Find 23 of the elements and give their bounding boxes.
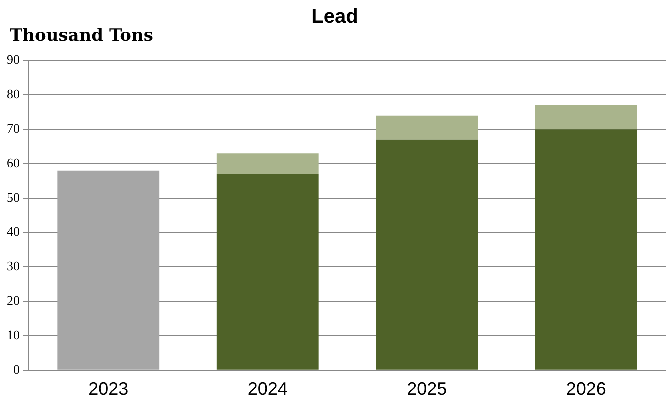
- y-tick-label: 10: [7, 327, 20, 342]
- y-tick-label: 70: [7, 121, 20, 136]
- x-tick-label: 2023: [88, 379, 129, 400]
- y-tick-label: 80: [7, 86, 20, 102]
- bar: [376, 140, 478, 370]
- bar: [216, 154, 319, 174]
- bar: [535, 130, 638, 370]
- bar: [535, 106, 638, 130]
- y-axis-title: Thousand Tons: [10, 26, 154, 46]
- y-tick-label: 90: [7, 52, 20, 68]
- y-tick-label: 60: [7, 155, 20, 170]
- bar: [216, 174, 319, 370]
- bar: [58, 170, 160, 370]
- bar: [376, 116, 478, 140]
- y-tick-label: 0: [14, 362, 20, 377]
- y-tick-label: 20: [7, 293, 20, 308]
- x-tick-label: 2025: [407, 379, 448, 400]
- y-tick-label: 30: [7, 258, 20, 274]
- y-tick-label: 50: [7, 190, 20, 205]
- x-tick-label: 2026: [566, 379, 606, 400]
- x-tick-label: 2024: [248, 379, 288, 400]
- y-tick-label: 40: [7, 224, 20, 240]
- chart-title: Lead: [312, 6, 358, 28]
